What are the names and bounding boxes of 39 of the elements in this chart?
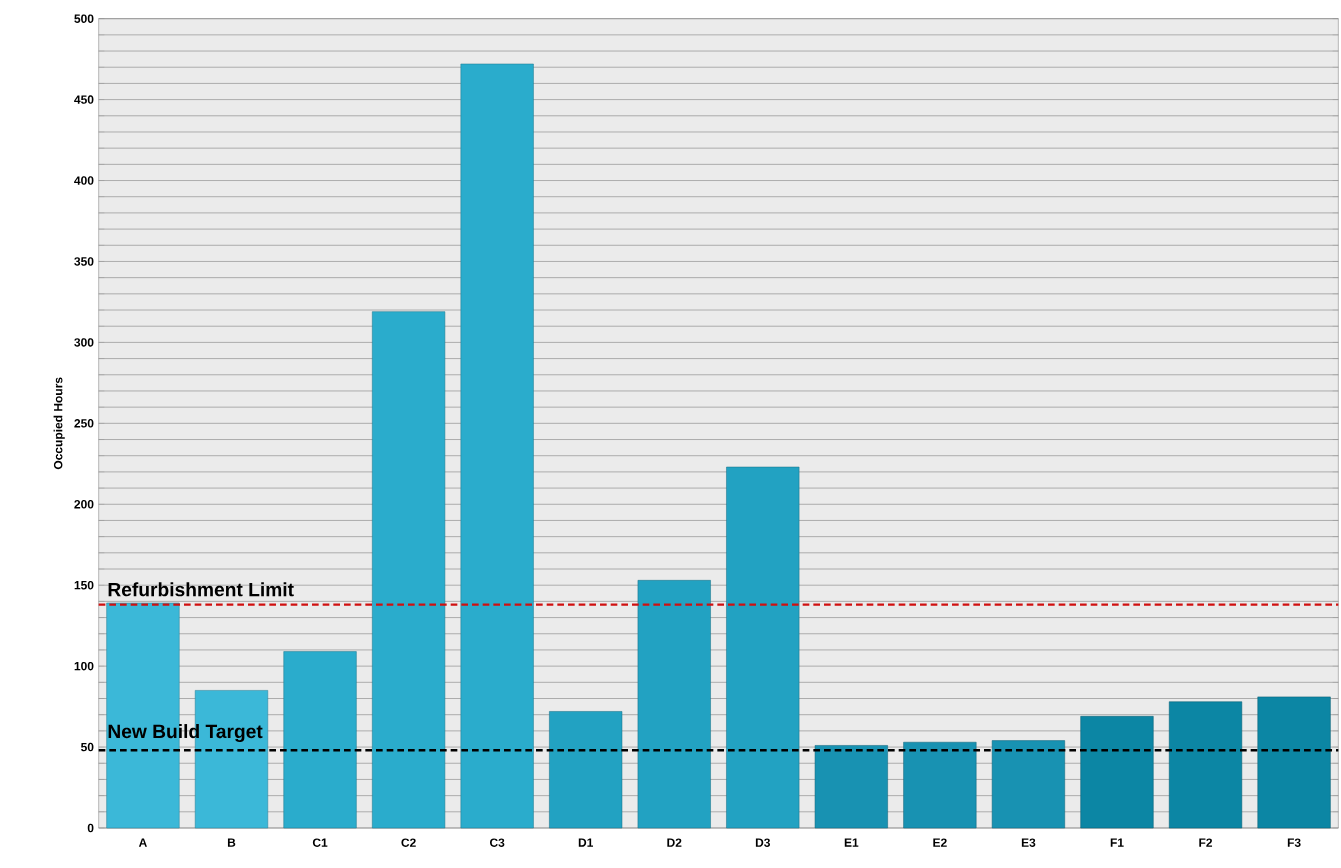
bar [903,741,977,829]
bar [1257,696,1331,829]
y-tick-label: 100 [74,661,94,671]
ref-line-label: Refurbishment Limit [108,582,294,597]
y-tick-label: 250 [74,419,94,428]
y-tick-label: 300 [74,338,94,347]
x-tick-label: D2 [667,838,682,847]
x-tick-label: E1 [844,838,859,847]
bar [549,711,623,829]
x-tick-label: E2 [933,838,947,847]
x-tick-label: D1 [578,838,594,847]
x-tick-label: B [227,838,236,847]
y-tick-label: 150 [74,580,94,590]
x-tick-label: C2 [401,838,416,847]
bar [1080,716,1154,829]
bar [372,311,446,829]
bar [460,63,534,829]
y-tick-label: 350 [74,257,94,266]
x-tick-label: C3 [489,838,505,847]
x-tick-label: A [138,838,147,847]
bar [283,651,357,829]
y-tick-label: 50 [80,742,94,752]
bar [637,580,711,829]
x-tick-label: F3 [1287,838,1301,847]
y-tick-label: 200 [74,500,94,509]
y-axis-title: Occupied Hours [53,377,65,470]
y-tick-label: 450 [74,95,94,104]
bar [991,740,1065,829]
y-tick-label: 500 [74,14,94,23]
x-tick-label: C1 [312,838,328,847]
bar [1168,701,1243,829]
x-tick-label: F1 [1110,838,1124,847]
y-tick-label: 0 [87,823,94,833]
y-tick-label: 400 [74,176,94,185]
x-tick-label: F2 [1199,838,1213,847]
bar [726,466,800,829]
x-tick-label: D3 [755,838,771,847]
x-tick-label: E3 [1021,838,1036,847]
bar [814,745,888,829]
